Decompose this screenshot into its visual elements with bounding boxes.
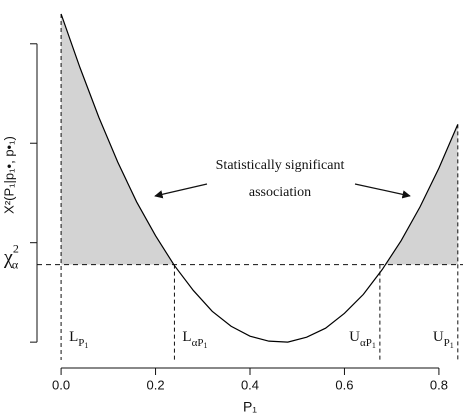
x-tick-label: 0.8 bbox=[430, 377, 448, 392]
bound-label: LP1 bbox=[69, 329, 88, 349]
bound-label: UP1 bbox=[433, 329, 454, 349]
arrow bbox=[354, 183, 411, 199]
bound-label-sub: P bbox=[444, 337, 450, 349]
curve bbox=[60, 13, 459, 343]
bound-label-main: L bbox=[182, 329, 191, 345]
x-tick-label: 0.2 bbox=[147, 377, 165, 392]
bound-label-sub: αP bbox=[192, 337, 204, 349]
bound-label-main: U bbox=[349, 329, 360, 345]
bound-label-sub: P bbox=[78, 337, 84, 349]
bound-label-main: L bbox=[69, 329, 78, 345]
bound-label-subsub: 1 bbox=[203, 341, 207, 350]
x-tick-label: 0.4 bbox=[241, 377, 259, 392]
critical-label-part: α bbox=[12, 257, 19, 271]
bound-label-main: U bbox=[433, 329, 444, 345]
x-axis-label: P₁ bbox=[243, 399, 257, 415]
annotation: Statistically significant bbox=[216, 158, 345, 173]
bound-label-subsub: 1 bbox=[450, 341, 454, 350]
bound-label: UαP1 bbox=[349, 329, 376, 349]
critical-label: χ2 α bbox=[3, 241, 19, 271]
x-tick-label: 0.0 bbox=[52, 377, 70, 392]
x-tick-label: 0.6 bbox=[335, 377, 353, 392]
arrow bbox=[154, 183, 208, 199]
critical-label-part: 2 bbox=[13, 241, 19, 255]
bound-label-subsub: 1 bbox=[372, 341, 376, 350]
bound-label: LαP1 bbox=[182, 329, 207, 349]
bound-label-sub: αP bbox=[360, 337, 372, 349]
annotation: association bbox=[249, 185, 311, 200]
y-axis-label: Χ²(P₁|p₁•, p•₁) bbox=[1, 136, 16, 214]
bound-label-subsub: 1 bbox=[84, 341, 88, 350]
critical-label-part: χ bbox=[3, 246, 13, 268]
shaded-region bbox=[61, 13, 458, 265]
